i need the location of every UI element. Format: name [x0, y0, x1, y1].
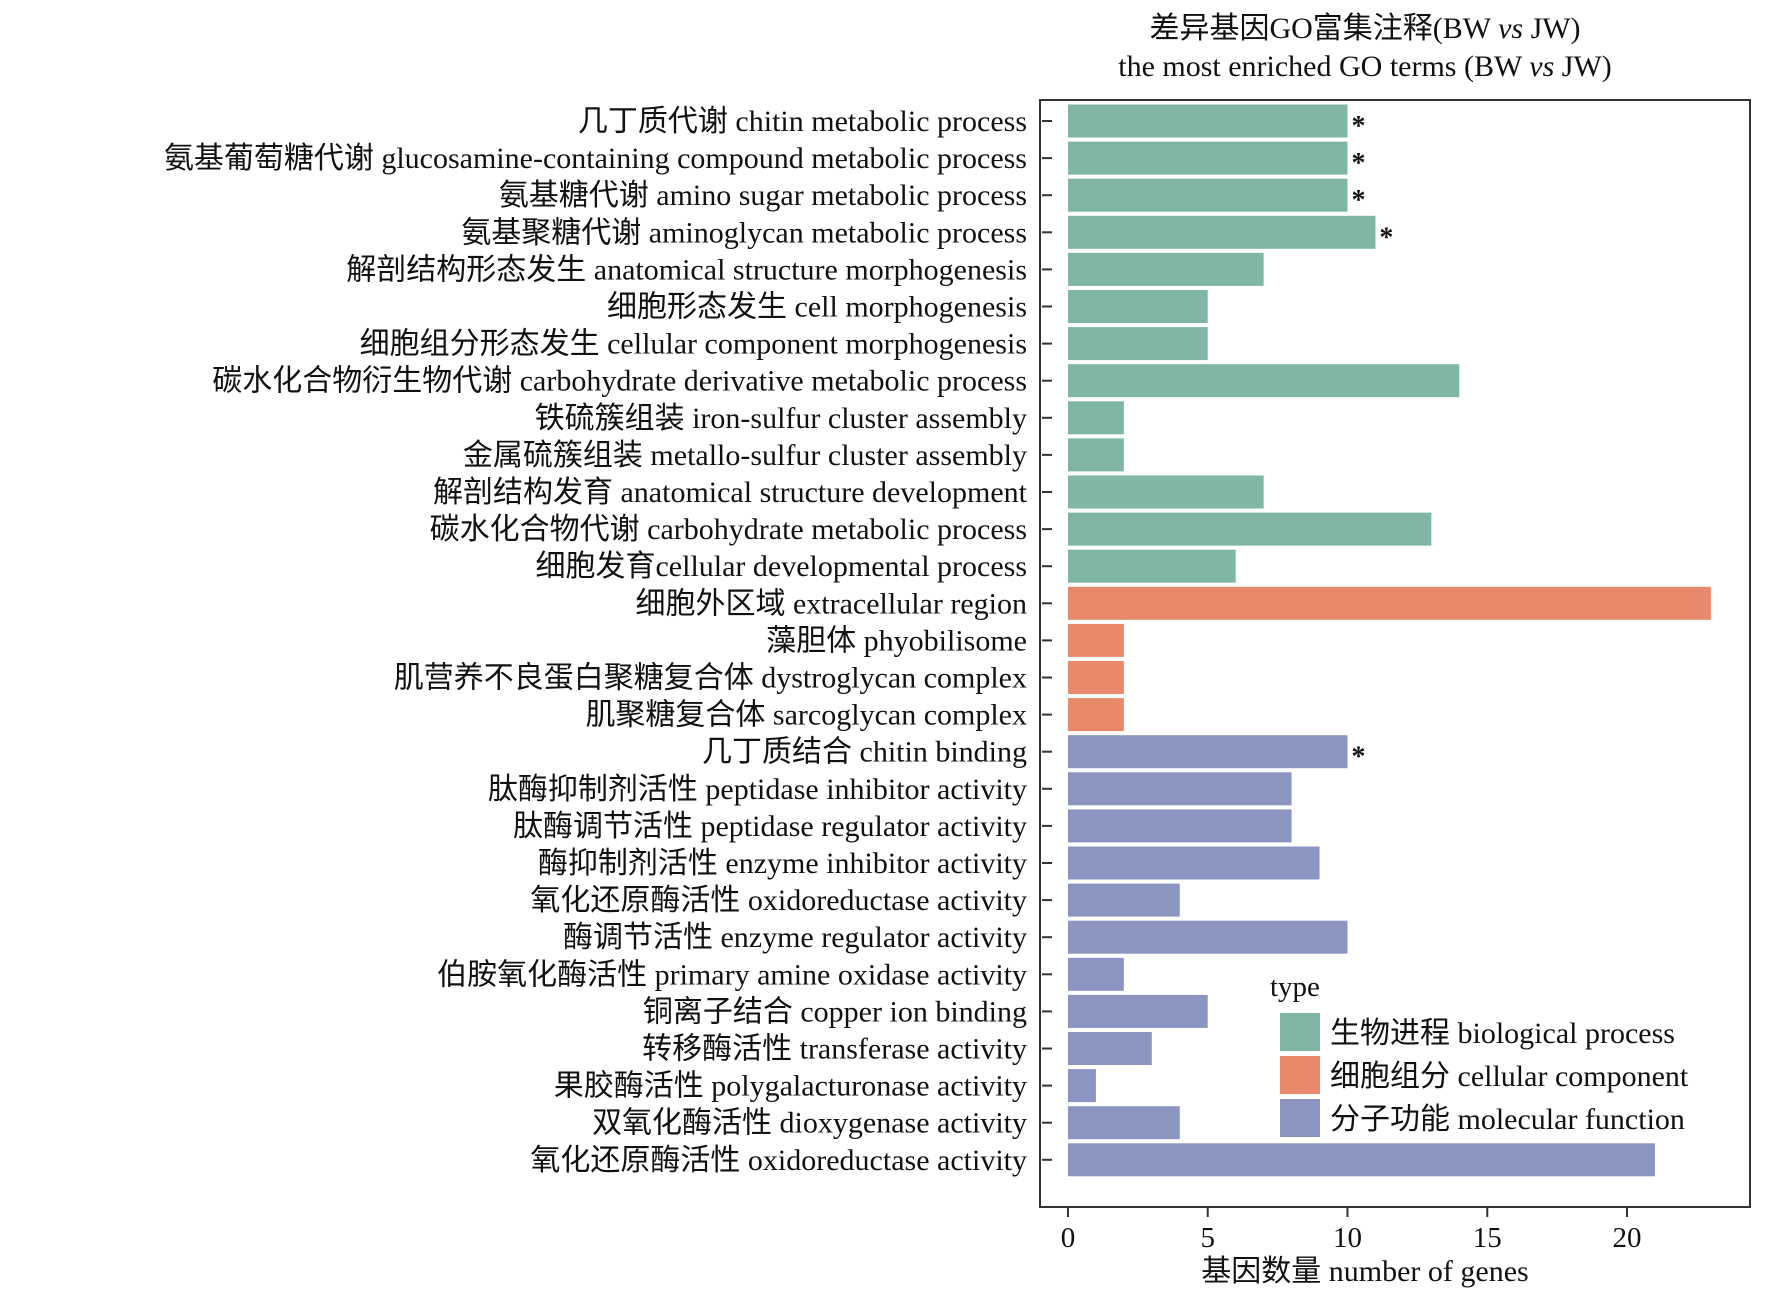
category-label: 双氧化酶活性 dioxygenase activity [592, 1107, 1027, 1140]
bar-16 [1067, 661, 1124, 694]
category-label: 酶抑制剂活性 enzyme inhibitor activity [538, 847, 1027, 880]
category-label: 碳水化合物衍生物代谢 carbohydrate derivative metab… [212, 365, 1027, 398]
bar-14 [1067, 586, 1711, 620]
category-label: 氧化还原酶活性 oxidoreductase activity [530, 884, 1027, 917]
category-label: 肌营养不良蛋白聚糖复合体 dystroglycan complex [394, 662, 1027, 695]
bar-24 [1067, 957, 1124, 991]
x-tick-label: 0 [1061, 1222, 1076, 1254]
plot-frame [1039, 99, 1751, 1208]
bar-25 [1067, 994, 1208, 1028]
legend-swatch-bp [1280, 1013, 1320, 1051]
category-label: 氨基糖代谢 amino sugar metabolic process [499, 179, 1027, 212]
bar-28 [1067, 1106, 1180, 1140]
bar-15 [1067, 623, 1124, 657]
legend-label-mf: 分子功能 molecular function [1330, 1103, 1685, 1136]
category-label: 藻胆体 phyobilisome [766, 624, 1027, 657]
category-label: 铜离子结合 copper ion binding [643, 995, 1027, 1028]
category-label: 酶调节活性 enzyme regulator activity [563, 921, 1027, 954]
bar-12 [1067, 512, 1432, 546]
category-label: 伯胺氧化酶活性 primary amine oxidase activity [437, 958, 1027, 991]
category-label: 细胞发育cellular developmental process [535, 550, 1027, 583]
bar-22 [1067, 883, 1180, 917]
category-label: 氨基聚糖代谢 aminoglycan metabolic process [461, 216, 1027, 249]
bar-7 [1067, 327, 1208, 361]
bar-9 [1067, 401, 1124, 435]
legend-swatch-mf [1280, 1099, 1320, 1137]
category-label: 解剖结构发育 anatomical structure development [433, 476, 1028, 509]
legend-title: type [1270, 971, 1320, 1003]
bar-11 [1067, 475, 1264, 509]
bar-4 [1067, 215, 1376, 249]
category-label: 碳水化合物代谢 carbohydrate metabolic process [430, 513, 1027, 546]
significance-marker: * [1379, 222, 1393, 253]
bar-27 [1067, 1069, 1096, 1103]
legend-swatch-cc [1280, 1056, 1320, 1094]
category-label: 氨基葡萄糖代谢 glucosamine-containing compound … [164, 142, 1027, 175]
title-line-1: 差异基因GO富集注释(BW vs JW) [1149, 12, 1580, 45]
category-label: 解剖结构形态发生 anatomical structure morphogene… [346, 253, 1027, 286]
legend-label-bp: 生物进程 biological process [1330, 1017, 1675, 1050]
category-label: 细胞外区域 extracellular region [635, 587, 1027, 620]
bars: * * * * * [1067, 104, 1711, 1177]
bar-1 [1067, 104, 1348, 138]
category-label: 氧化还原酶活性 oxidoreductase activity [530, 1144, 1027, 1177]
bar-13 [1067, 549, 1236, 583]
bar-2 [1067, 141, 1348, 175]
bar-6 [1067, 290, 1208, 323]
y-ticks [1042, 120, 1052, 1161]
category-label: 几丁质代谢 chitin metabolic process [578, 105, 1027, 138]
bar-5 [1067, 252, 1264, 286]
x-tick-label: 15 [1473, 1222, 1502, 1254]
significance-marker: * [1351, 185, 1365, 216]
category-labels: 几丁质代谢 chitin metabolic process 氨基葡萄糖代谢 gl… [164, 105, 1028, 1177]
x-tick-label: 5 [1200, 1222, 1215, 1254]
category-label: 肽酶调节活性 peptidase regulator activity [513, 810, 1027, 843]
legend-label-cc: 细胞组分 cellular component [1330, 1060, 1689, 1093]
significance-marker: * [1351, 148, 1365, 179]
bar-26 [1067, 1032, 1152, 1065]
category-label: 铁硫簇组装 iron-sulfur cluster assembly [535, 402, 1027, 435]
bar-20 [1067, 809, 1292, 843]
bar-21 [1067, 846, 1320, 880]
bar-3 [1067, 178, 1348, 212]
category-label: 金属硫簇组装 metallo-sulfur cluster assembly [463, 439, 1027, 472]
category-label: 肌聚糖复合体 sarcoglycan complex [585, 699, 1027, 732]
significance-marker: * [1351, 111, 1365, 142]
bar-10 [1067, 438, 1124, 472]
category-label: 几丁质结合 chitin binding [702, 736, 1027, 769]
title-line-2: the most enriched GO terms (BW vs JW) [1118, 50, 1612, 83]
category-label: 转移酶活性 transferase activity [642, 1033, 1027, 1066]
category-label: 细胞组分形态发生 cellular component morphogenesi… [360, 328, 1027, 361]
x-ticks: 0 5 10 15 20 [1061, 1207, 1642, 1254]
bar-17 [1067, 698, 1124, 732]
x-tick-label: 20 [1613, 1222, 1642, 1254]
bar-19 [1067, 772, 1292, 806]
bar-23 [1067, 920, 1348, 954]
x-axis-title: 基因数量 number of genes [1201, 1255, 1528, 1288]
chart-title: 差异基因GO富集注释(BW vs JW) the most enriched GO… [1118, 12, 1612, 83]
category-label: 细胞形态发生 cell morphogenesis [607, 291, 1027, 324]
bar-18 [1067, 735, 1348, 769]
legend: type 生物进程 biological process 细胞组分 cellular… [1270, 971, 1689, 1137]
category-label: 肽酶抑制剂活性 peptidase inhibitor activity [488, 773, 1027, 806]
x-tick-label: 10 [1333, 1222, 1362, 1254]
significance-marker: * [1351, 742, 1365, 773]
category-label: 果胶酶活性 polygalacturonase activity [554, 1070, 1027, 1103]
bar-8 [1067, 364, 1460, 398]
bar-29 [1067, 1143, 1655, 1177]
